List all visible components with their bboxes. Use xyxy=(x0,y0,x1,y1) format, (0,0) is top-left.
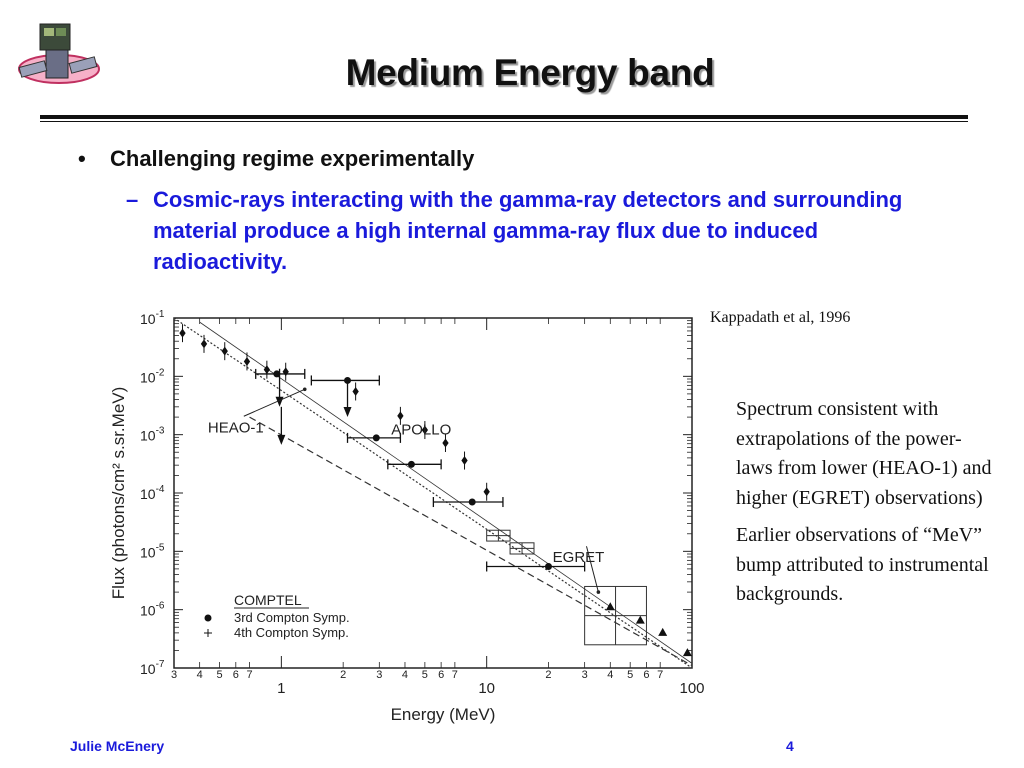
chart-annotation: EGRET xyxy=(553,549,605,566)
y-tick-label: 10-3 xyxy=(140,426,165,444)
footer-author: Julie McEnery xyxy=(70,738,165,754)
comptel-point xyxy=(407,460,415,468)
x-tick-label: 1 xyxy=(277,680,285,697)
side-notes: Spectrum consistent with extrapolations … xyxy=(736,395,998,618)
annotation-arrow xyxy=(243,388,305,417)
title-divider xyxy=(40,115,968,119)
annotation-arrow-head xyxy=(596,590,601,594)
x-minor-tick-label: 6 xyxy=(438,669,444,681)
x-minor-tick-label: 7 xyxy=(452,669,458,681)
side-note: Spectrum consistent with extrapolations … xyxy=(736,398,992,509)
apollo-point xyxy=(397,411,404,421)
x-tick-label: 10 xyxy=(478,680,495,697)
x-minor-tick-label: 4 xyxy=(607,669,613,681)
page-title: Medium Energy band xyxy=(345,52,715,93)
side-note: Earlier observations of “MeV” bump attri… xyxy=(736,524,989,605)
x-minor-tick-label: 4 xyxy=(197,669,203,681)
x-minor-tick-label: 4 xyxy=(402,669,408,681)
title-divider-thin xyxy=(40,121,968,122)
powerlaw-line xyxy=(249,416,693,667)
apollo-point xyxy=(461,456,468,466)
comptel-point xyxy=(468,498,476,506)
apollo-point xyxy=(221,346,228,356)
egret-point xyxy=(658,627,668,636)
y-tick-label: 10-6 xyxy=(140,601,165,619)
sub-bullet-text: Cosmic-rays interacting with the gamma-r… xyxy=(153,187,903,274)
x-minor-tick-label: 3 xyxy=(582,669,588,681)
egret-point xyxy=(635,615,645,624)
x-axis-title: Energy (MeV) xyxy=(391,705,496,724)
x-minor-tick-label: 7 xyxy=(657,669,663,681)
chart-annotation: HEAO-1 xyxy=(208,419,264,436)
y-tick-label: 10-5 xyxy=(140,542,165,560)
annotation-arrow xyxy=(586,546,599,593)
chart-annotation: APOLLO xyxy=(391,422,451,439)
x-minor-tick-label: 6 xyxy=(233,669,239,681)
apollo-point xyxy=(282,367,289,377)
legend-marker xyxy=(204,614,212,622)
apollo-point xyxy=(263,365,271,375)
y-tick-label: 10-2 xyxy=(140,367,165,385)
x-minor-tick-label: 5 xyxy=(422,669,428,681)
legend-label: 4th Compton Symp. xyxy=(234,625,349,640)
bullet-mark: • xyxy=(78,146,86,171)
apollo-point xyxy=(200,339,208,349)
y-tick-label: 10-1 xyxy=(140,309,165,327)
y-axis-title: Flux (photons/cm² s.sr.MeV) xyxy=(109,387,128,600)
comptel-point xyxy=(273,370,281,378)
x-minor-tick-label: 7 xyxy=(246,669,252,681)
apollo-point xyxy=(179,328,186,338)
page-number: 4 xyxy=(786,738,794,754)
x-minor-tick-label: 6 xyxy=(643,669,649,681)
citation: Kappadath et al, 1996 xyxy=(710,309,851,326)
upper-limit-arrow xyxy=(343,407,352,418)
comptel-point xyxy=(544,562,552,570)
apollo-point xyxy=(442,438,449,448)
upper-limit-arrow xyxy=(277,434,286,445)
x-tick-label: 100 xyxy=(679,680,704,697)
x-minor-tick-label: 3 xyxy=(376,669,382,681)
legend-label: 3rd Compton Symp. xyxy=(234,610,350,625)
comptel-point xyxy=(372,434,380,442)
apollo-point xyxy=(243,356,251,366)
x-minor-tick-label: 2 xyxy=(340,669,346,681)
x-minor-tick-label: 3 xyxy=(171,669,177,681)
annotation-arrow-head xyxy=(302,387,307,392)
apollo-point xyxy=(352,386,359,396)
apollo-point xyxy=(483,487,490,497)
y-tick-label: 10-4 xyxy=(140,484,165,502)
apollo-point xyxy=(421,425,429,435)
powerlaw-line xyxy=(173,317,693,669)
sub-bullet-mark: – xyxy=(126,187,139,212)
x-minor-tick-label: 5 xyxy=(627,669,633,681)
satellite-logo-icon xyxy=(18,23,100,84)
y-tick-label: 10-7 xyxy=(140,659,165,677)
x-minor-tick-label: 2 xyxy=(545,669,551,681)
bullet-text: Challenging regime experimentally xyxy=(110,146,475,171)
egret-point xyxy=(605,602,615,611)
egret-point xyxy=(682,648,692,657)
x-minor-tick-label: 5 xyxy=(216,669,222,681)
legend-title: COMPTEL xyxy=(234,592,302,608)
